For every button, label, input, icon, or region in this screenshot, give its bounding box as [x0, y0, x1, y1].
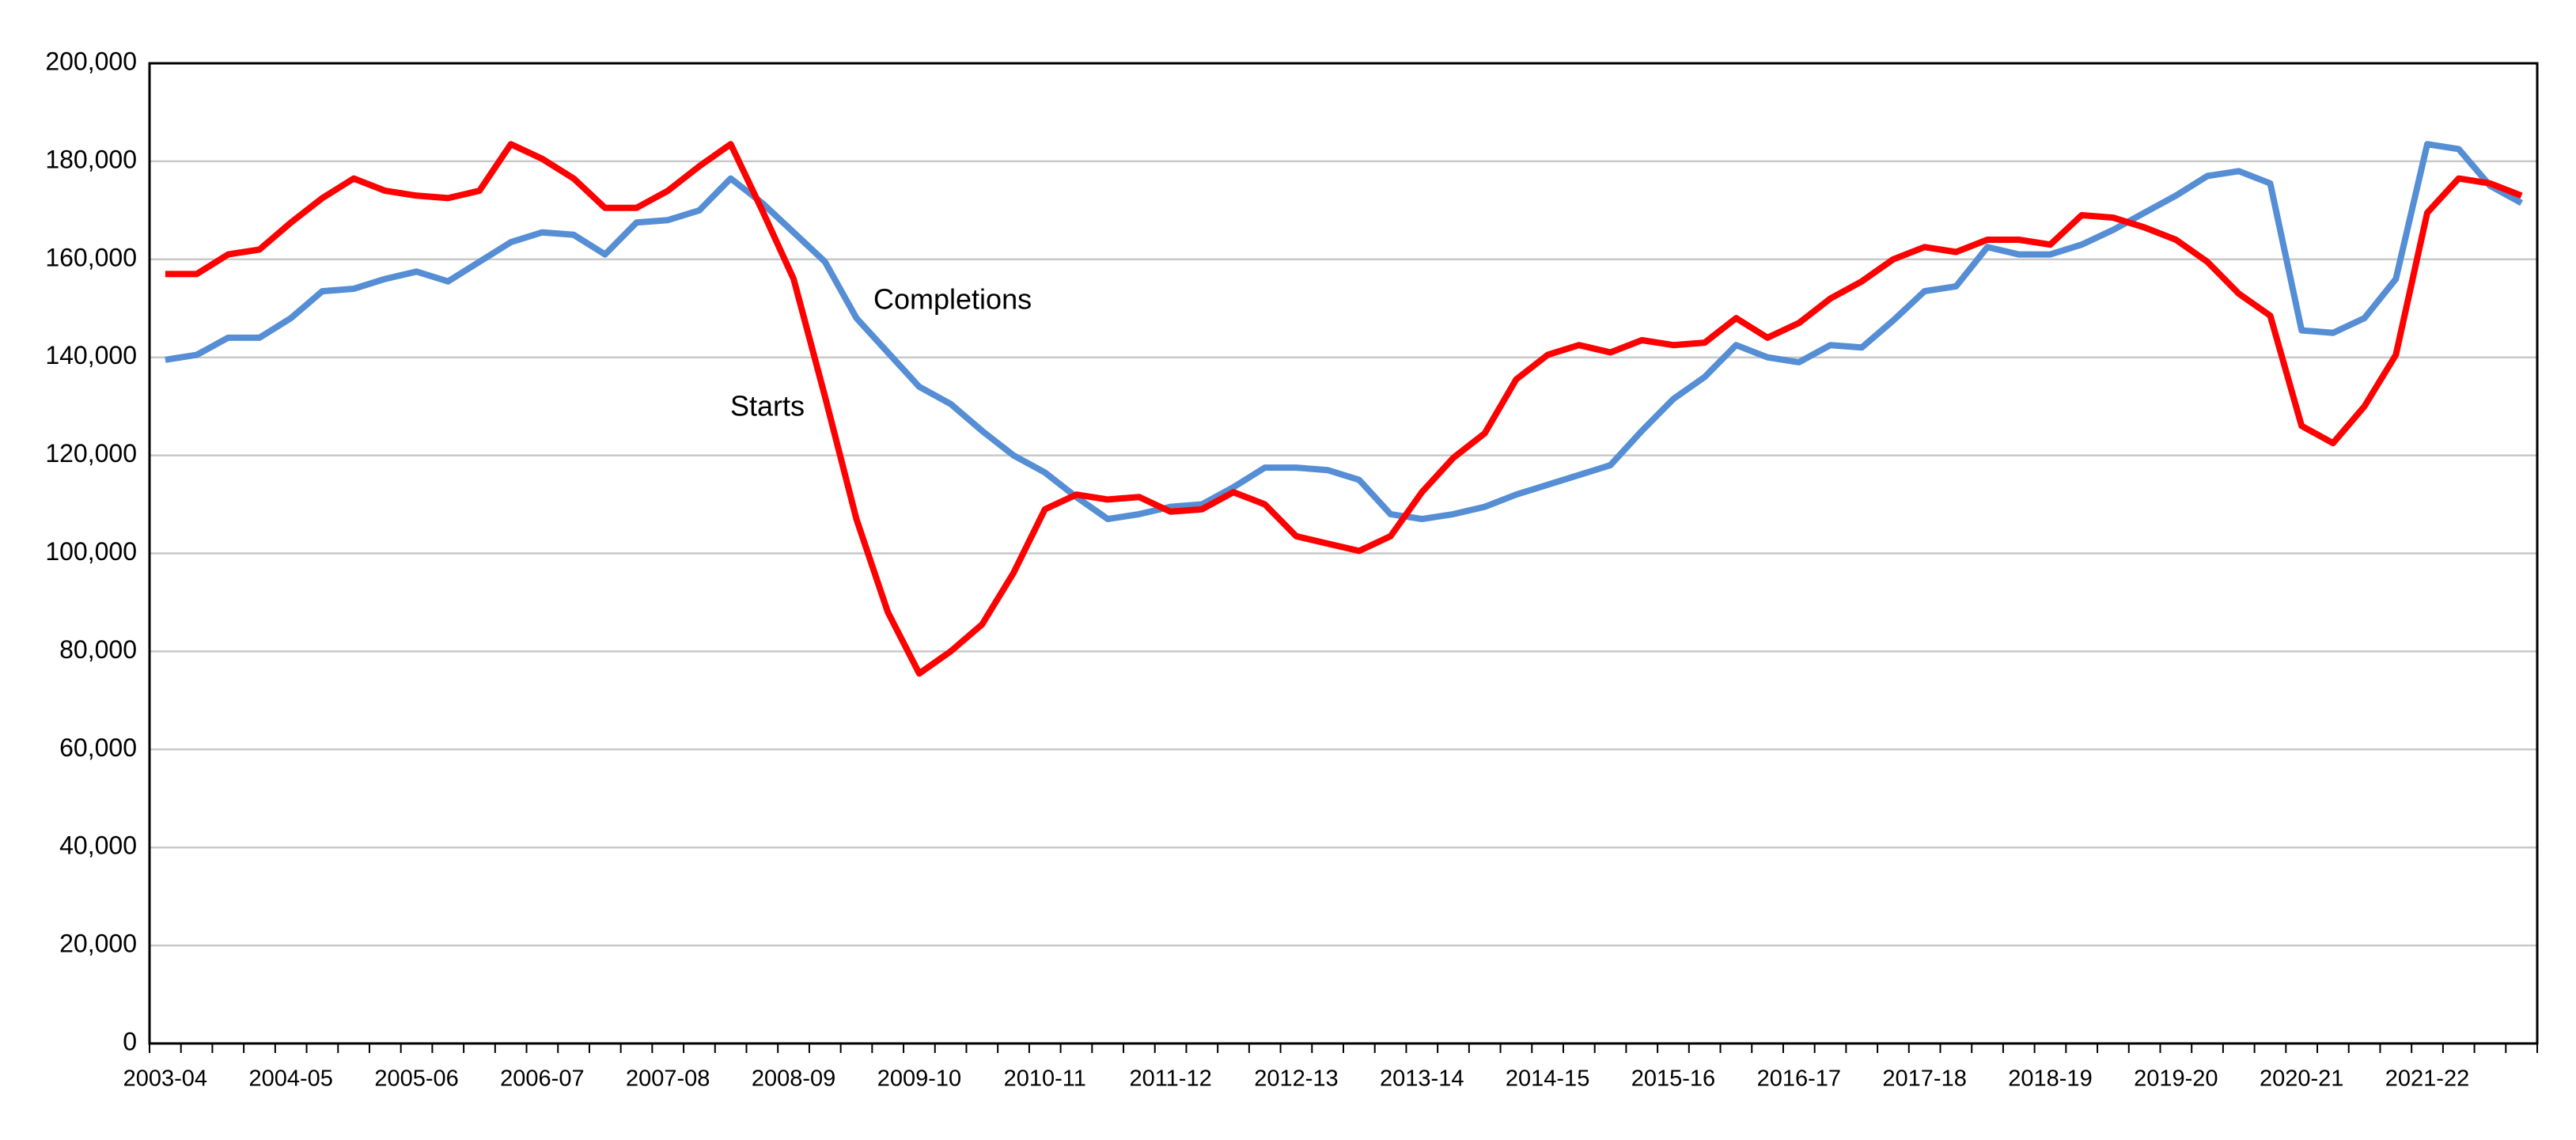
y-tick-label: 160,000	[45, 243, 137, 271]
y-tick-label: 60,000	[59, 733, 137, 762]
y-tick-label: 140,000	[45, 341, 137, 369]
y-tick-label: 40,000	[59, 831, 137, 860]
x-tick-label: 2019-20	[2134, 1066, 2218, 1092]
y-tick-label: 120,000	[45, 439, 137, 468]
x-tick-label: 2017-18	[1882, 1066, 1966, 1092]
series-line	[165, 141, 2523, 677]
series-line	[165, 141, 2524, 523]
x-tick-label: 2009-10	[877, 1066, 961, 1092]
x-tick-label: 2015-16	[1631, 1066, 1715, 1092]
y-tick-label: 200,000	[45, 47, 137, 75]
annotation: Starts	[730, 390, 805, 422]
x-tick-label: 2010-11	[1004, 1066, 1086, 1092]
x-tick-label: 2020-21	[2260, 1066, 2343, 1092]
x-tick-label: 2007-08	[626, 1066, 710, 1092]
x-tick-label: 2013-14	[1380, 1066, 1464, 1092]
x-tick-label: 2006-07	[500, 1066, 584, 1092]
x-tick-label: 2021-22	[2385, 1066, 2469, 1092]
plot-frame	[148, 62, 2539, 1045]
y-tick-label: 100,000	[45, 537, 137, 566]
y-tick-label: 180,000	[45, 145, 137, 173]
y-tick-label: 80,000	[59, 635, 137, 664]
x-tick-label: 2005-06	[374, 1066, 458, 1092]
x-tick-label: 2004-05	[248, 1066, 332, 1092]
x-tick-label: 2012-13	[1254, 1066, 1338, 1092]
x-tick-label: 2018-19	[2008, 1066, 2092, 1092]
x-tick-label: 2016-17	[1757, 1066, 1841, 1092]
annotation: Completions	[873, 283, 1032, 316]
x-tick-label: 2008-09	[752, 1066, 835, 1092]
x-tick-label: 2011-12	[1129, 1066, 1211, 1092]
x-tick-label: 2003-04	[123, 1066, 207, 1092]
y-tick-label: 0	[123, 1027, 137, 1055]
y-tick-label: 20,000	[59, 930, 137, 958]
x-tick-label: 2014-15	[1506, 1066, 1589, 1092]
